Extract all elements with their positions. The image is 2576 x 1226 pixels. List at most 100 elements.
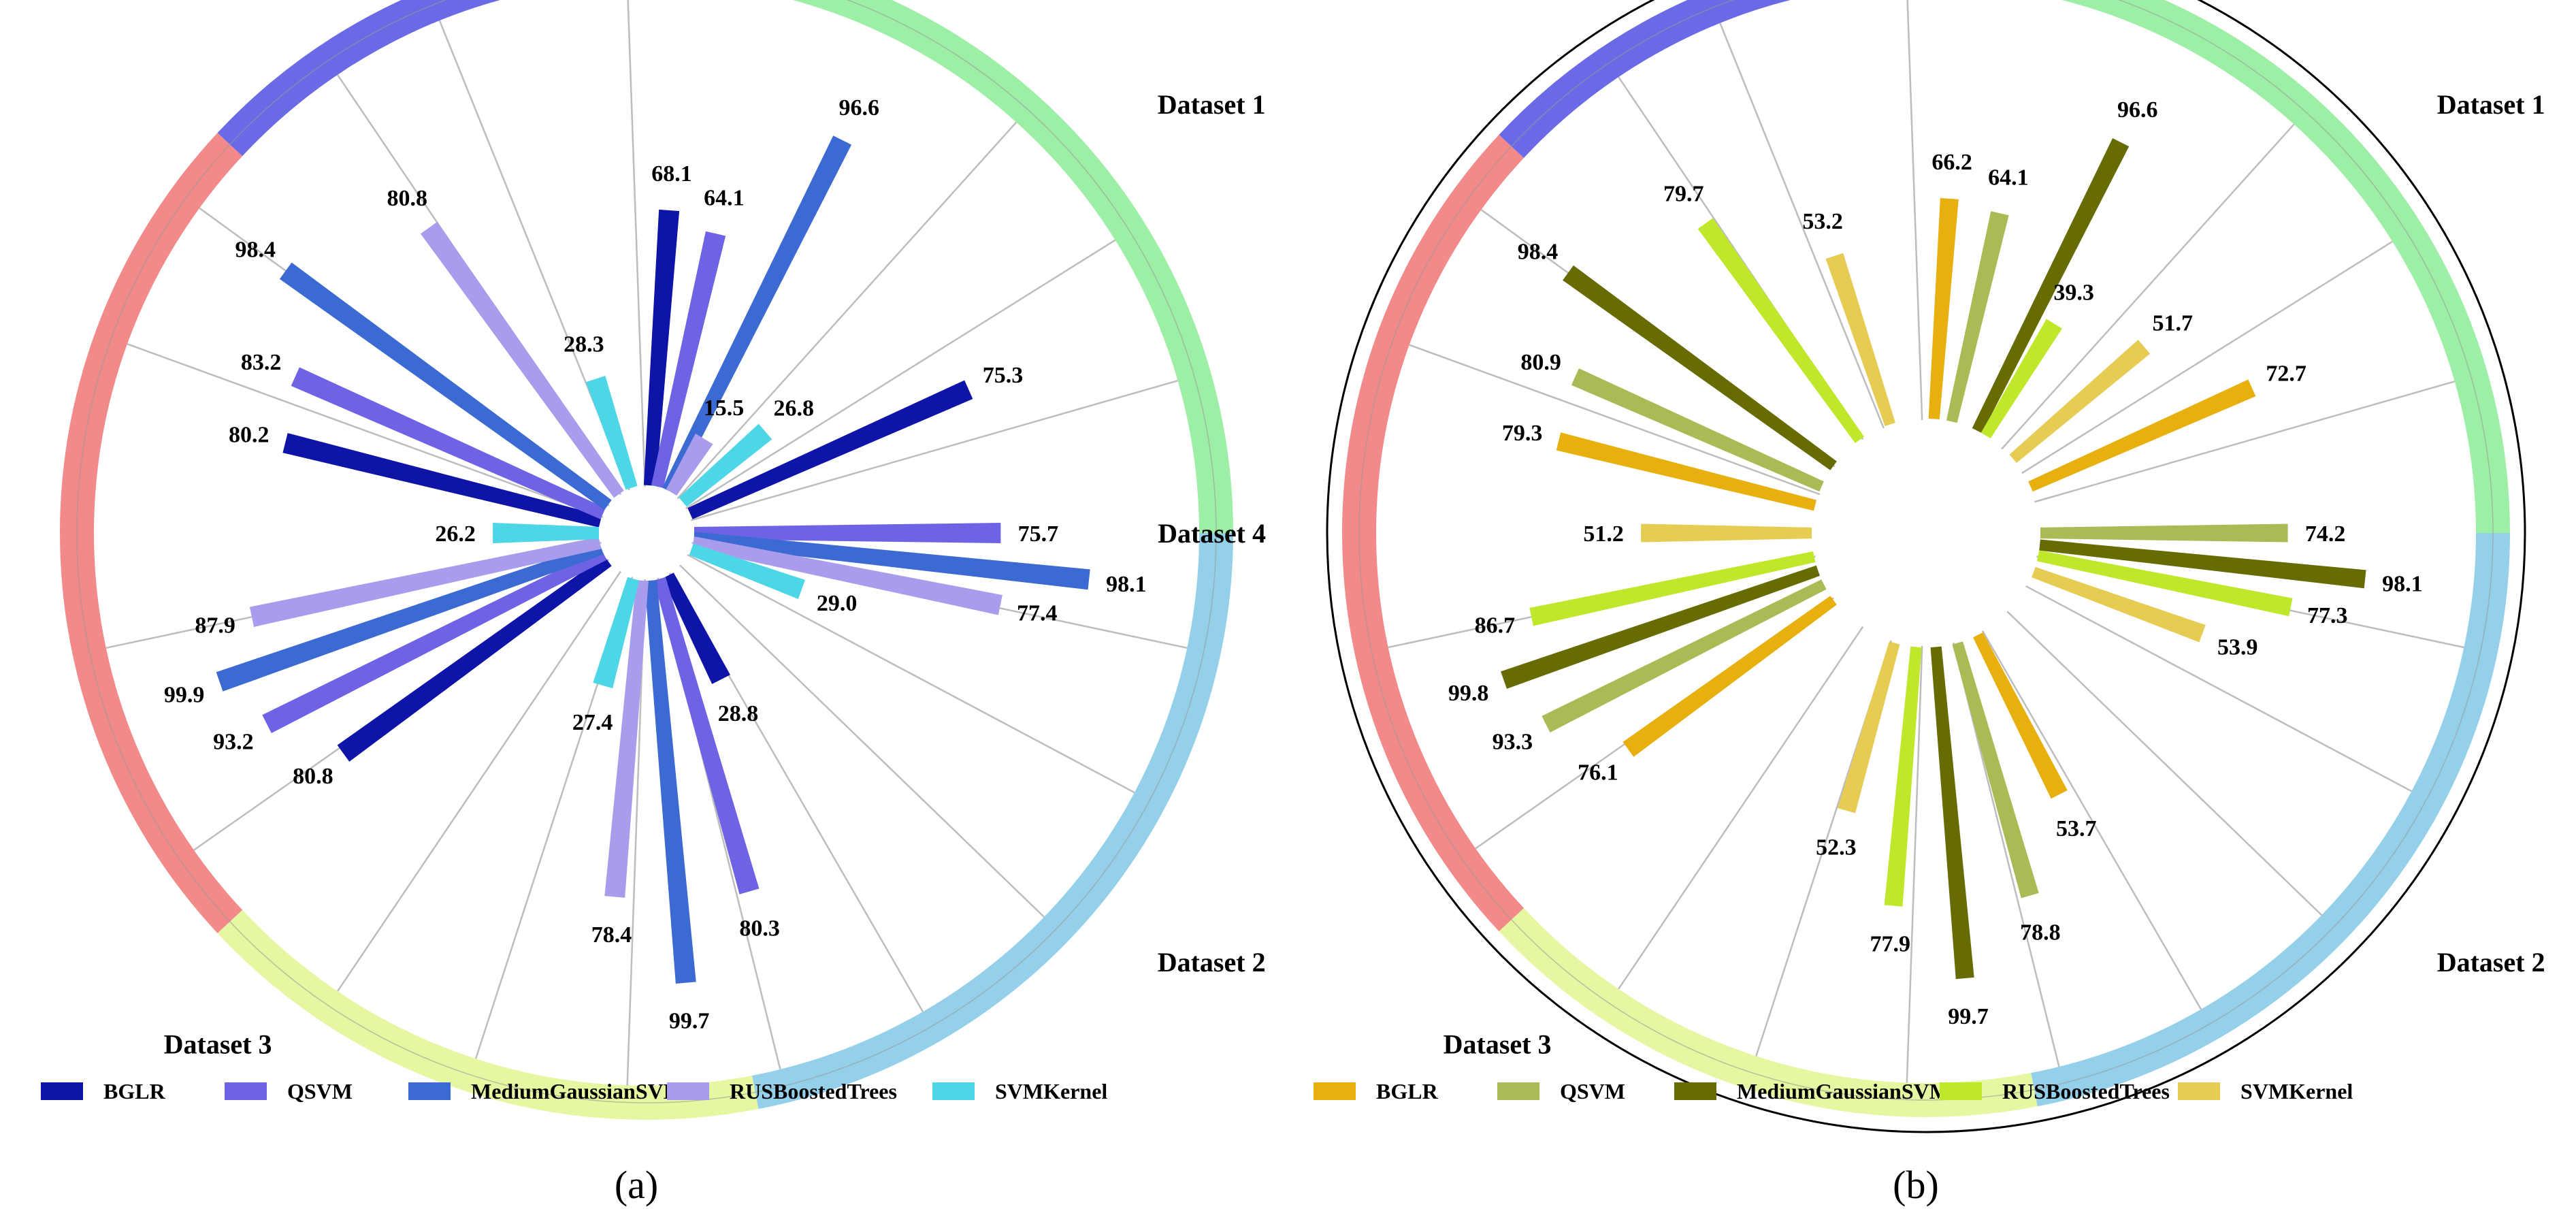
grid-spoke [127, 343, 604, 518]
grid-spoke [687, 553, 1135, 794]
bar-dataset-3-qsvm [1542, 579, 1827, 732]
panel-label: (b) [1893, 1163, 1939, 1207]
legend-swatch-rusboostedtrees [667, 1082, 709, 1100]
bar-dataset-5-svmkernel [679, 423, 772, 507]
legend-swatch-svmkernel [2178, 1082, 2220, 1100]
outer-outline [1326, 0, 2526, 1133]
bar-dataset-1-svmkernel [2032, 566, 2206, 643]
grid-spoke [1981, 630, 2202, 1010]
legend-label-qsvm: QSVM [287, 1079, 353, 1103]
bar-dataset-1-bglr [2028, 379, 2256, 492]
legend-label-svmkernel: SVMKernel [2240, 1079, 2353, 1103]
value-label-dataset-5-mediumgaussiansvm: 96.6 [838, 95, 879, 120]
bar-dataset-2-rusboostedtrees [604, 579, 649, 898]
value-label-dataset-1-mediumgaussiansvm: 98.1 [2382, 572, 2423, 597]
bar-dataset-5-mediumgaussiansvm [1972, 138, 2130, 434]
value-label-dataset-1-mediumgaussiansvm: 98.1 [1106, 572, 1147, 597]
center-hole [1817, 424, 2035, 642]
bar-dataset-3-svmkernel [1641, 523, 1812, 543]
value-label-dataset-1-rusboostedtrees: 77.3 [2307, 603, 2348, 628]
value-label-dataset-3-bglr: 76.1 [1578, 760, 1618, 785]
grid-spoke [2001, 123, 2295, 450]
bar-dataset-4-rusboostedtrees [1697, 218, 1865, 443]
bar-dataset-1-qsvm [694, 523, 1001, 543]
bar-dataset-4-bglr [282, 433, 602, 528]
ring-segment-dataset-1 [792, 0, 1233, 533]
dataset-label-dataset-3: Dataset 3 [164, 1029, 272, 1060]
bar-dataset-3-rusboostedtrees [1529, 551, 1816, 626]
bar-dataset-5-mediumgaussiansvm [662, 135, 852, 494]
value-label-dataset-2-svmkernel: 52.3 [1816, 835, 1857, 860]
value-label-dataset-4-mediumgaussiansvm: 98.4 [1518, 240, 1559, 265]
dataset-label-dataset-1: Dataset 1 [2437, 89, 2545, 120]
bar-dataset-5-qsvm [1946, 211, 2009, 423]
grid-spoke [1618, 626, 1864, 990]
legend-swatch-qsvm [225, 1082, 267, 1100]
dataset-label-dataset-1: Dataset 1 [1158, 89, 1266, 120]
legend-swatch-mediumgaussiansvm [408, 1082, 451, 1100]
value-label-dataset-3-bglr: 80.8 [293, 764, 333, 789]
ring-segment-dataset-2 [2031, 533, 2510, 1107]
legend-label-mediumgaussiansvm: MediumGaussianSVM [1737, 1079, 1950, 1103]
bar-dataset-3-qsvm [262, 549, 607, 734]
value-label-dataset-2-mediumgaussiansvm: 99.7 [669, 1008, 710, 1033]
center-hole [604, 491, 689, 575]
value-label-dataset-1-qsvm: 75.7 [1018, 521, 1059, 547]
legend-label-qsvm: QSVM [1560, 1079, 1625, 1103]
grid-spoke [676, 121, 1017, 500]
value-label-dataset-4-qsvm: 80.9 [1520, 350, 1561, 375]
legend-swatch-mediumgaussiansvm [1674, 1082, 1716, 1100]
value-label-dataset-1-svmkernel: 53.9 [2217, 635, 2258, 660]
bar-dataset-5-rusboostedtrees [666, 433, 713, 496]
bar-dataset-5-qsvm [651, 231, 726, 488]
value-label-dataset-1-bglr: 72.7 [2266, 361, 2306, 386]
value-label-dataset-3-rusboostedtrees: 86.7 [1475, 613, 1516, 639]
legend-swatch-rusboostedtrees [1940, 1082, 1982, 1100]
dataset-label-dataset-4: Dataset 4 [1158, 518, 1266, 549]
panel-a: 75.3 28.8 80.8 80.2 68.1 75.7 80.3 93.2 83.2 64.1… [41, 0, 1266, 1207]
ring-midline [76, 0, 1217, 1103]
grid-spoke [679, 564, 1045, 918]
bar-dataset-2-svmkernel [593, 577, 640, 689]
bar-dataset-1-mediumgaussiansvm [693, 532, 1090, 590]
bar-dataset-2-qsvm [653, 577, 760, 894]
bar-dataset-2-mediumgaussiansvm [645, 579, 696, 984]
grid-spoke [1906, 645, 1923, 1083]
grid-spoke [2025, 585, 2413, 792]
bar-dataset-4-svmkernel [585, 375, 638, 490]
bar-dataset-5-bglr [643, 209, 680, 486]
legend-label-rusboostedtrees: RUSBoostedTrees [730, 1079, 897, 1103]
legend-swatch-bglr [1314, 1082, 1356, 1100]
bar-dataset-2-mediumgaussiansvm [1930, 646, 1974, 980]
bar-dataset-1-bglr [687, 380, 973, 519]
bar-dataset-5-bglr [1928, 197, 1959, 419]
value-label-dataset-2-mediumgaussiansvm: 99.7 [1948, 1004, 1989, 1029]
legend-label-mediumgaussiansvm: MediumGaussianSVM [471, 1079, 684, 1103]
value-label-dataset-5-bglr: 68.1 [651, 161, 692, 187]
bar-dataset-4-rusboostedtrees [420, 221, 624, 498]
value-label-dataset-3-qsvm: 93.3 [1493, 730, 1533, 755]
bar-dataset-3-rusboostedtrees [249, 536, 602, 627]
value-label-dataset-2-bglr: 53.7 [2056, 816, 2097, 841]
panel-label: (a) [615, 1163, 658, 1207]
bar-dataset-1-rusboostedtrees [691, 536, 1002, 615]
legend-label-svmkernel: SVMKernel [995, 1079, 1107, 1103]
value-label-dataset-3-qsvm: 93.2 [213, 729, 254, 754]
value-label-dataset-3-mediumgaussiansvm: 99.9 [164, 683, 205, 708]
value-label-dataset-2-rusboostedtrees: 78.4 [591, 922, 632, 948]
value-label-dataset-4-rusboostedtrees: 79.7 [1663, 182, 1704, 207]
value-label-dataset-2-bglr: 28.8 [718, 701, 759, 726]
value-label-dataset-5-svmkernel: 26.8 [774, 396, 815, 421]
value-label-dataset-4-bglr: 79.3 [1502, 421, 1543, 446]
ring-segment-dataset-5 [1499, 0, 1791, 158]
bar-dataset-4-qsvm [291, 367, 606, 519]
grid-spoke [1409, 344, 1821, 496]
grid-spoke [691, 379, 1178, 521]
dataset-label-dataset-3: Dataset 3 [1444, 1029, 1552, 1060]
bar-dataset-2-rusboostedtrees [1884, 646, 1922, 907]
value-label-dataset-5-svmkernel: 51.7 [2152, 311, 2193, 336]
ring-segment-dataset-1 [2061, 0, 2510, 533]
bar-dataset-2-svmkernel [1838, 641, 1900, 813]
bar-dataset-3-bglr [337, 555, 612, 762]
legend-label-bglr: BGLR [103, 1079, 166, 1103]
